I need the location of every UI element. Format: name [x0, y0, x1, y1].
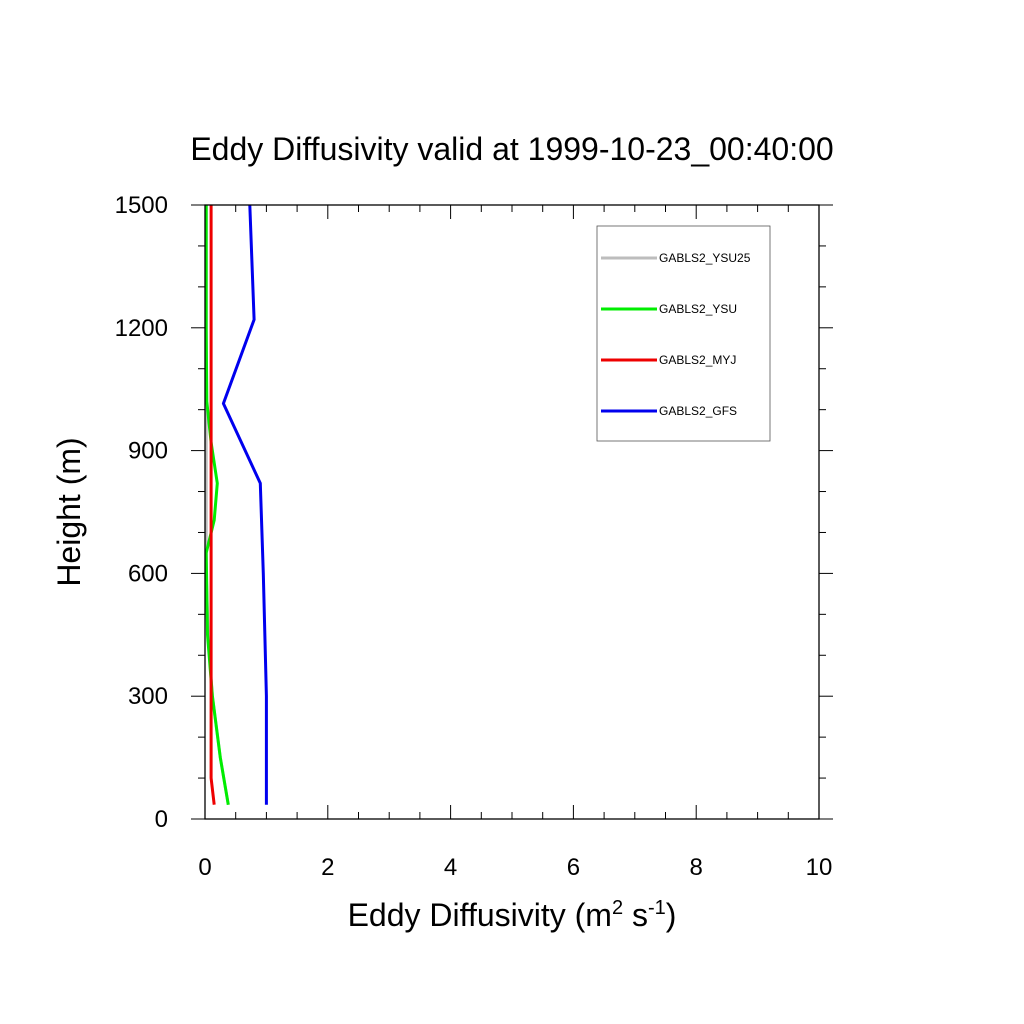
- x-axis-title-end: ): [666, 897, 677, 933]
- x-tick-label: 6: [567, 854, 580, 881]
- legend-label: GABLS2_GFS: [659, 404, 737, 418]
- series-line-gabls2-gfs: [221, 204, 268, 805]
- y-tick-label: 900: [128, 438, 168, 465]
- y-tick-label: 600: [128, 560, 168, 587]
- legend: GABLS2_YSU25 GABLS2_YSU GABLS2_MYJ GABLS2_G…: [596, 225, 771, 442]
- x-tick-label: 4: [444, 854, 457, 881]
- x-axis-title-sup2: -1: [648, 897, 666, 919]
- y-tick-label: 0: [155, 806, 168, 833]
- legend-label: GABLS2_YSU25: [659, 251, 751, 265]
- x-axis-title-mid: s: [623, 897, 648, 933]
- series-line-gabls2-ysu: [204, 205, 230, 805]
- plot-frame: [204, 204, 820, 820]
- series-line-gabls2-myj: [209, 205, 216, 805]
- chart-title: Eddy Diffusivity valid at 1999-10-23_00:…: [190, 131, 833, 167]
- x-tick-label: 8: [690, 854, 703, 881]
- y-tick-label: 300: [128, 683, 168, 710]
- series-line-gabls2-ysu25: [204, 205, 230, 805]
- x-axis-title: Eddy Diffusivity (m2 s-1): [348, 897, 677, 933]
- legend-box: [596, 225, 771, 442]
- x-axis-title-base: Eddy Diffusivity (m: [348, 897, 612, 933]
- axis-tick-labels: 0 2 4 6 8 10 0 300 600 900 1200 1500: [115, 192, 833, 881]
- x-axis-title-sup1: 2: [612, 897, 623, 919]
- y-axis-title: Height (m): [51, 437, 87, 586]
- x-tick-label: 0: [198, 854, 211, 881]
- series-lines: [204, 204, 268, 805]
- legend-label: GABLS2_MYJ: [659, 353, 736, 367]
- y-axis-title-group: Height (m): [51, 437, 87, 586]
- x-tick-label: 2: [321, 854, 334, 881]
- y-tick-label: 1200: [115, 315, 168, 342]
- x-tick-label: 10: [806, 854, 833, 881]
- y-tick-label: 1500: [115, 192, 168, 219]
- legend-label: GABLS2_YSU: [659, 302, 737, 316]
